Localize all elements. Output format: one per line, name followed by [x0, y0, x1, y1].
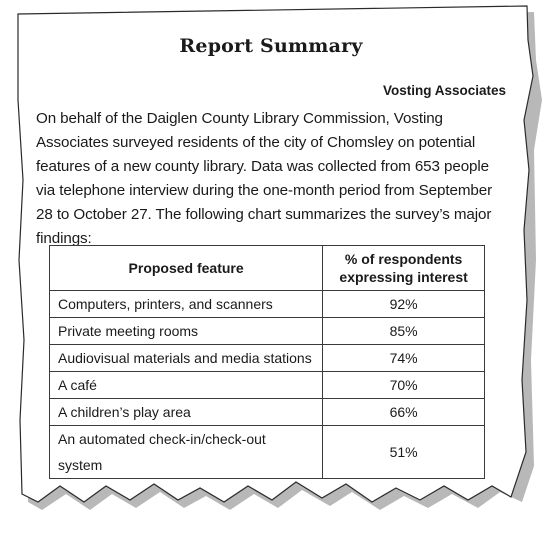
percent-cell: 51%: [322, 425, 485, 479]
table-row: Private meeting rooms 85%: [48, 317, 485, 345]
percent-cell: 74%: [322, 344, 485, 372]
feature-cell: Computers, printers, and scanners: [48, 290, 324, 318]
table-row: Audiovisual materials and media stations…: [48, 344, 485, 372]
report-content: Report Summary Vosting Associates On beh…: [36, 30, 506, 266]
feature-cell: Private meeting rooms: [48, 317, 324, 345]
table-header-row: Proposed feature % of respondents expres…: [48, 245, 485, 291]
percent-cell: 92%: [322, 290, 485, 318]
header-percent-line1: % of respondents: [344, 251, 463, 267]
table-row: A children’s play area 66%: [48, 398, 485, 426]
report-paragraph: On behalf of the Daiglen County Library …: [36, 110, 493, 247]
report-author: Vosting Associates: [382, 83, 506, 98]
table-row: Computers, printers, and scanners 92%: [48, 290, 485, 318]
header-percent-line2: expressing interest: [339, 269, 468, 285]
table-row: An automated check-in/check-out system 5…: [48, 425, 485, 479]
feature-cell: A children’s play area: [48, 398, 324, 426]
feature-cell: An automated check-in/check-out system: [48, 425, 324, 479]
survey-results-table: Proposed feature % of respondents expres…: [48, 245, 485, 479]
report-title: Report Summary: [179, 35, 363, 57]
percent-cell: 85%: [322, 317, 485, 345]
feature-cell: Audiovisual materials and media stations: [48, 344, 324, 372]
percent-cell: 70%: [322, 371, 485, 399]
header-percent-respondents: % of respondents expressing interest: [322, 245, 485, 291]
header-proposed-feature: Proposed feature: [48, 245, 324, 291]
feature-cell: A café: [48, 371, 324, 399]
table-row: A café 70%: [48, 371, 485, 399]
percent-cell: 66%: [322, 398, 485, 426]
